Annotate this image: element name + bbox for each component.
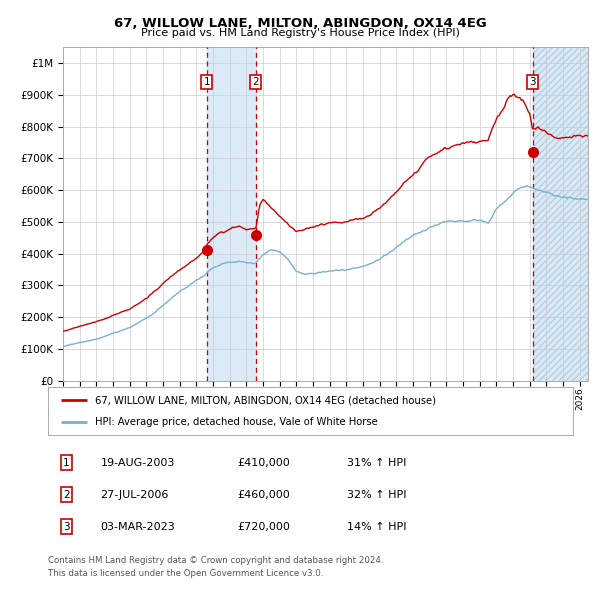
Text: 27-JUL-2006: 27-JUL-2006 — [101, 490, 169, 500]
Text: Contains HM Land Registry data © Crown copyright and database right 2024.: Contains HM Land Registry data © Crown c… — [48, 556, 383, 565]
Bar — [533, 47, 588, 381]
Text: £720,000: £720,000 — [237, 522, 290, 532]
Text: 3: 3 — [63, 522, 70, 532]
Text: 3: 3 — [529, 77, 536, 87]
Text: £460,000: £460,000 — [237, 490, 290, 500]
Text: 31% ↑ HPI: 31% ↑ HPI — [347, 458, 407, 467]
Text: £410,000: £410,000 — [237, 458, 290, 467]
Text: HPI: Average price, detached house, Vale of White Horse: HPI: Average price, detached house, Vale… — [95, 417, 378, 427]
Text: This data is licensed under the Open Government Licence v3.0.: This data is licensed under the Open Gov… — [48, 569, 323, 578]
Text: 03-MAR-2023: 03-MAR-2023 — [101, 522, 175, 532]
Text: 19-AUG-2003: 19-AUG-2003 — [101, 458, 175, 467]
Text: 67, WILLOW LANE, MILTON, ABINGDON, OX14 4EG: 67, WILLOW LANE, MILTON, ABINGDON, OX14 … — [113, 17, 487, 30]
Text: 2: 2 — [63, 490, 70, 500]
Text: 14% ↑ HPI: 14% ↑ HPI — [347, 522, 407, 532]
Text: Price paid vs. HM Land Registry's House Price Index (HPI): Price paid vs. HM Land Registry's House … — [140, 28, 460, 38]
Bar — [533, 47, 588, 381]
Text: 2: 2 — [253, 77, 259, 87]
Text: 1: 1 — [63, 458, 70, 467]
Text: 32% ↑ HPI: 32% ↑ HPI — [347, 490, 407, 500]
Text: 1: 1 — [203, 77, 210, 87]
Bar — [207, 47, 256, 381]
Text: 67, WILLOW LANE, MILTON, ABINGDON, OX14 4EG (detached house): 67, WILLOW LANE, MILTON, ABINGDON, OX14 … — [95, 395, 436, 405]
